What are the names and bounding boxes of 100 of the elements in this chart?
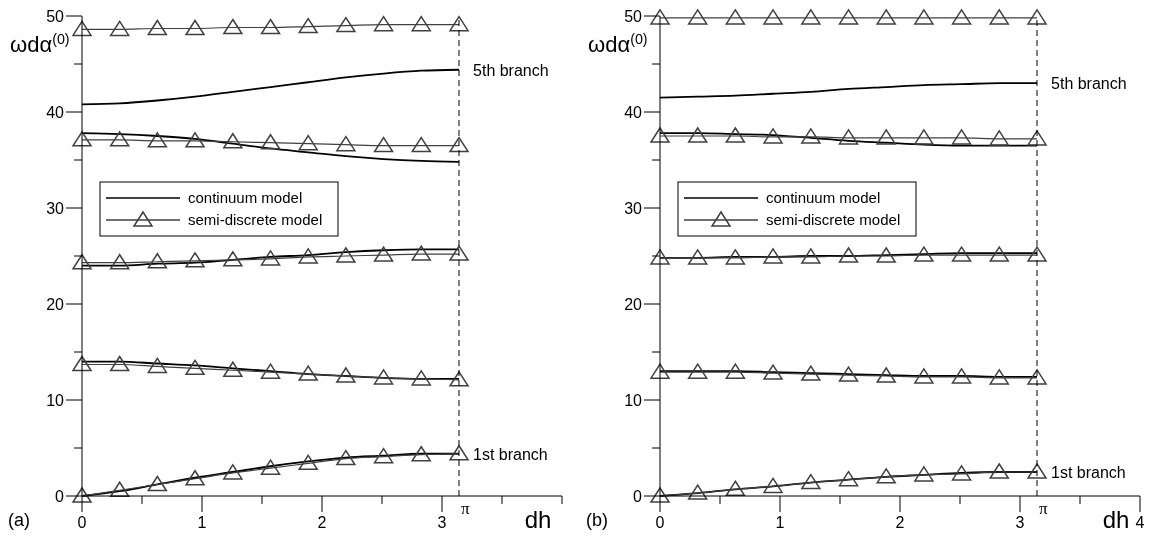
point — [109, 20, 130, 37]
y-tick-label: 20 — [624, 296, 643, 313]
point — [725, 363, 746, 379]
point — [185, 252, 205, 268]
point — [373, 447, 394, 464]
point — [876, 247, 896, 263]
point — [763, 364, 783, 380]
y-tick-label: 10 — [624, 392, 643, 409]
point — [801, 365, 821, 381]
point — [650, 249, 670, 265]
point — [951, 368, 972, 384]
point — [687, 249, 708, 265]
point — [72, 20, 92, 37]
point — [876, 468, 896, 484]
point — [147, 19, 168, 36]
y-tick-label: 50 — [624, 8, 643, 25]
point — [185, 19, 205, 36]
y-tick-label: 10 — [46, 392, 65, 409]
point — [336, 135, 356, 152]
y-axis-title: ωdα$^{(0)}$ — [588, 31, 648, 57]
point — [336, 449, 356, 466]
point — [223, 18, 243, 35]
point — [650, 9, 670, 25]
point — [411, 245, 431, 261]
point — [687, 9, 708, 25]
annotation: 5th branch — [1051, 75, 1127, 93]
annotation: 5th branch — [473, 61, 549, 79]
point — [109, 131, 130, 147]
point — [411, 15, 431, 32]
point — [411, 370, 431, 386]
x-tick-label: 2 — [895, 514, 905, 531]
point — [951, 9, 972, 25]
point — [147, 357, 168, 374]
point — [373, 369, 394, 385]
point — [72, 253, 92, 270]
legend-label: semi-discrete model — [188, 211, 323, 228]
x-tick-label: 1 — [197, 514, 207, 531]
point — [838, 129, 859, 145]
point — [650, 487, 670, 503]
point — [687, 127, 708, 143]
x-tick-label: 3 — [437, 514, 447, 531]
point — [801, 248, 821, 264]
point — [763, 128, 783, 144]
point — [185, 132, 205, 148]
point — [914, 246, 934, 262]
point — [914, 129, 934, 145]
point — [763, 477, 783, 494]
point — [109, 355, 130, 372]
point — [298, 17, 318, 34]
point — [449, 15, 469, 32]
point — [989, 369, 1009, 385]
point — [298, 248, 318, 264]
point — [223, 361, 243, 377]
x-tick-label: 4 — [1135, 514, 1145, 531]
point — [147, 132, 168, 148]
y-axis-title: ωdα$^{(0)}$ — [10, 31, 70, 57]
point — [223, 251, 243, 267]
point — [951, 246, 972, 262]
point — [223, 464, 243, 480]
y-tick-label: 30 — [46, 200, 65, 217]
point — [1027, 463, 1047, 479]
point — [914, 466, 934, 482]
point — [373, 246, 394, 262]
x-tick-label: 0 — [655, 514, 665, 531]
point — [951, 129, 972, 145]
point — [72, 131, 92, 147]
point — [223, 133, 243, 149]
point — [687, 484, 708, 500]
point — [260, 363, 281, 379]
point — [838, 470, 859, 487]
point — [838, 366, 859, 382]
point — [260, 250, 281, 266]
point — [449, 445, 469, 461]
point — [336, 367, 356, 383]
point — [185, 359, 205, 376]
legend-label: semi-discrete model — [766, 211, 901, 228]
point — [838, 247, 859, 263]
annotation: 1st branch — [1051, 464, 1126, 481]
y-tick-label: 20 — [46, 296, 65, 313]
point — [336, 16, 356, 33]
point — [725, 127, 746, 143]
legend-label: continuum model — [766, 189, 881, 206]
point — [801, 128, 821, 144]
y-tick-label: 40 — [46, 104, 65, 121]
point — [763, 9, 783, 25]
point — [838, 9, 859, 25]
x-tick-label: 0 — [77, 514, 87, 531]
point — [989, 463, 1009, 479]
point — [914, 368, 934, 384]
point — [147, 475, 168, 492]
x-axis-title: dh — [1102, 506, 1130, 533]
point — [298, 365, 318, 381]
point — [876, 129, 896, 145]
point — [1027, 130, 1047, 146]
x-tick-label: 2 — [317, 514, 327, 531]
point — [650, 363, 670, 379]
point — [147, 253, 168, 269]
point — [72, 355, 92, 372]
y-tick-label: 0 — [633, 488, 643, 505]
y-tick-label: 30 — [624, 200, 643, 217]
